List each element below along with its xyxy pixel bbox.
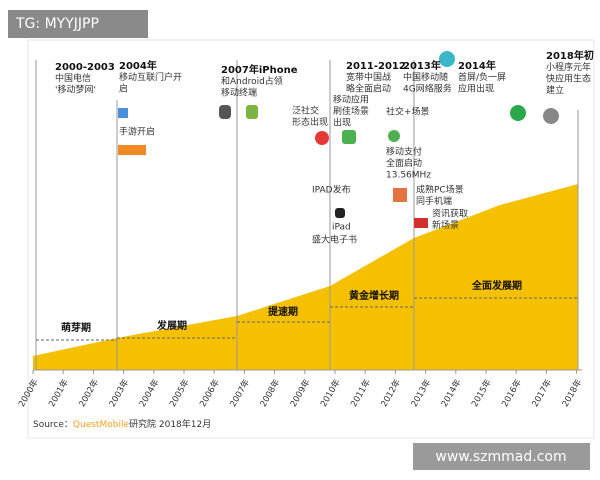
weibo-icon: [315, 131, 329, 145]
milestone-text: 宽带中国战: [346, 71, 391, 83]
miniapp-icon: [543, 108, 559, 124]
phase-label: 全面发展期: [471, 279, 522, 292]
phase-label: 黄金增长期: [349, 289, 399, 302]
milestone-text: 移动互联门户开: [119, 71, 182, 83]
note-text: 13.56MHz: [386, 171, 431, 181]
milestone-text: '移动梦网': [55, 84, 96, 96]
phase-label: 提速期: [268, 305, 298, 318]
timeline-arrows: [35, 60, 579, 370]
milestone-year: 2004年: [119, 59, 157, 72]
bottom-watermark: www.szmmad.com: [435, 449, 566, 465]
app-icon: [510, 105, 526, 121]
milestone-year: 2011-2012: [346, 61, 406, 72]
note-text: 新场景: [432, 219, 459, 231]
note-text: 资讯获取: [432, 209, 468, 220]
wechat-icon: [342, 130, 356, 144]
note-text: iPad: [332, 223, 351, 233]
source-label: Source：: [33, 420, 73, 430]
game-icon: [118, 145, 146, 155]
note-text: 形态出现: [292, 116, 328, 128]
news-icon: [414, 218, 428, 228]
milestone-year: 2013年: [403, 59, 441, 72]
milestone-year: 2007年iPhone: [221, 63, 298, 76]
milestone-year: 2018年初: [546, 49, 594, 62]
milestone-text: 建立: [546, 84, 564, 96]
pc-icon: [393, 188, 407, 202]
milestone-text: 启: [119, 83, 128, 95]
milestone-year: 2000-2003: [55, 62, 115, 73]
ipad-apple-icon: [335, 208, 345, 218]
phase-label: 发展期: [156, 319, 187, 332]
note-text: 全面启动: [386, 157, 422, 169]
milestone-text: 中国移动随: [403, 71, 448, 83]
source: Source：QuestMobile研究院 2018年12月: [33, 418, 211, 430]
note-text: 社交+场景: [386, 106, 430, 118]
source-rest: 研究院 2018年12月: [129, 418, 211, 430]
milestone-year: 2014年: [458, 59, 496, 72]
milestone-text: 移动终端: [221, 87, 257, 99]
milestone-text: 和Android占领: [221, 75, 283, 87]
note-text: 同手机端: [416, 195, 452, 207]
note-text: 泛社交: [292, 105, 319, 117]
note-text: 成熟PC场景: [416, 184, 464, 196]
android-icon: [246, 105, 258, 119]
top-watermark: TG: MYYJJPP: [15, 16, 99, 32]
milestone-text: 快应用生态: [546, 73, 591, 85]
milestone-text: 应用出现: [458, 83, 494, 95]
milestone-text: 首屏/负一屏: [458, 71, 506, 83]
note-text: 盛大电子书: [312, 234, 357, 246]
growth-area: [33, 184, 578, 370]
note-text: 移动支付: [386, 146, 422, 158]
phase-brackets: [36, 297, 578, 341]
phase-label: 萌芽期: [61, 321, 91, 334]
source-brand: QuestMobile: [73, 420, 130, 430]
note-text: 移动应用: [333, 94, 369, 106]
bottom-watermark-bg: [413, 443, 590, 470]
milestone-text: 4G网络服务: [403, 83, 452, 95]
note-text: 手游开启: [119, 126, 155, 138]
top-watermark-bg: [8, 10, 148, 38]
wechat-pay-icon: [388, 130, 400, 142]
milestone-text: 小程序元年: [546, 61, 591, 73]
milestone-text: 略全面启动: [346, 83, 391, 95]
note-text: 出现: [333, 117, 351, 129]
note-text: IPAD发布: [312, 184, 351, 196]
apple-icon: [219, 105, 231, 119]
uc-icon: [118, 108, 128, 118]
note-text: 刷佳场景: [333, 105, 369, 117]
4g-icon: [439, 51, 455, 67]
milestone-text: 中国电信: [55, 72, 91, 84]
